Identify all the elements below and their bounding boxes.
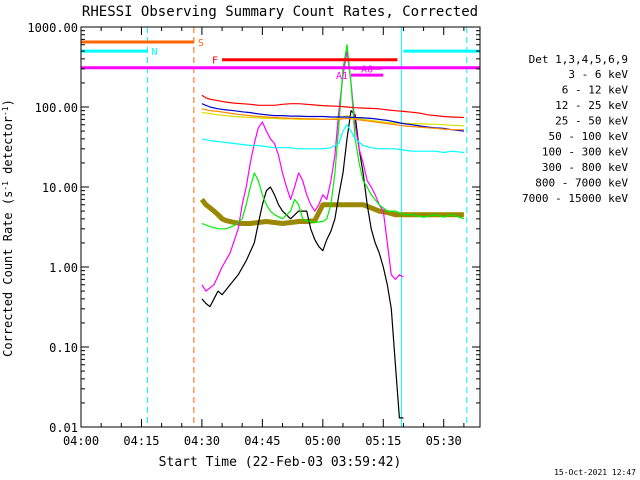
series-line-25-50-kev [201,124,464,154]
legend-title: Det 1,3,4,5,6,9 [529,53,628,66]
legend-label: 25 - 50 keV [555,115,628,128]
plot-area: S N F A0 A1 [81,27,480,427]
series-line-6-12-kev [201,50,404,292]
x-tick-label: 04:00 [63,434,99,448]
state-bar-label: F [212,56,218,67]
y-tick-label: 1000.00 [27,21,78,35]
legend-label: 800 - 7000 keV [535,177,628,190]
series-line-100-300-kev [201,94,464,119]
legend-label: 7000 - 15000 keV [522,192,628,205]
series-line-300-800-kev [201,103,464,132]
x-tick-label: 04:30 [184,434,220,448]
legend: Det 1,3,4,5,6,9 3 - 6 keV 6 - 12 keV 12 - … [522,53,629,205]
y-axis-label-part: -1 [1,106,10,116]
y-axis-label-part: Corrected Count Rate (s [1,191,15,357]
chart-title: RHESSI Observing Summary Count Rates, Co… [82,4,478,20]
plot-frame [80,26,481,428]
series-line-800-7000-kev [201,108,464,131]
y-tick-label: 0.10 [49,341,78,355]
legend-label: 50 - 100 keV [549,130,629,143]
state-bar-label: A1 [336,71,348,82]
y-tick-label: 1.00 [49,261,78,275]
x-tick-label: 05:00 [305,434,341,448]
legend-label: 3 - 6 keV [568,68,628,81]
series-line-3-6-kev [201,110,404,419]
y-tick-label: 10.00 [42,181,78,195]
legend-label: 100 - 300 keV [542,146,628,159]
legend-label: 300 - 800 keV [542,161,628,174]
x-tick-label: 05:15 [365,434,401,448]
x-tick-label: 04:15 [123,434,159,448]
state-bar-label: A0 [361,64,373,75]
axes: 04:00 04:15 04:30 04:45 05:00 05:15 05:30 0.01 0… [27,21,481,448]
legend-label: 12 - 25 keV [555,99,628,112]
y-axis-label-part: ) [1,99,15,106]
state-bar-label: N [152,47,158,58]
footer-date: 15-Oct-2021 12:47 [554,468,636,477]
x-tick-label: 04:45 [244,434,280,448]
y-axis-label-part: -1 [1,181,10,191]
x-axis-label: Start Time (22-Feb-03 03:59:42) [159,455,402,470]
x-tick-label: 05:30 [426,434,462,448]
y-tick-label: 0.01 [49,421,78,435]
y-tick-label: 100.00 [35,101,78,115]
legend-label: 6 - 12 keV [562,84,629,97]
series-line-12-25-kev [201,44,465,230]
state-bar-label: S [198,38,204,49]
y-axis-label: Corrected Count Rate (s-1 detector-1) [1,99,16,357]
y-axis-label-part: detector [1,116,15,181]
